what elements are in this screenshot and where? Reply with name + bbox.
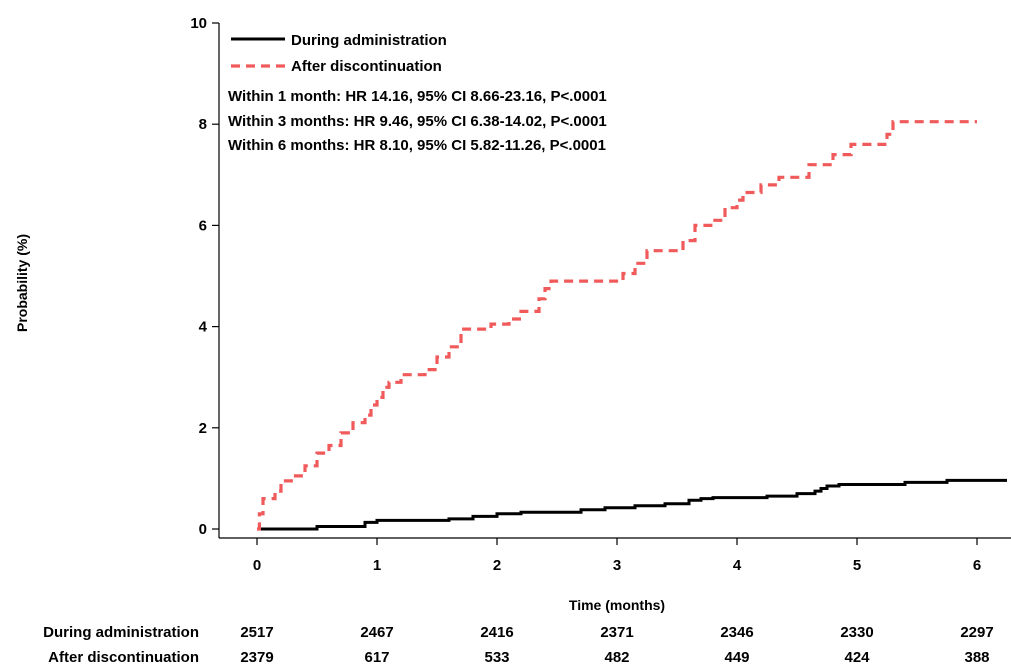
risk-value: 533: [484, 649, 509, 666]
risk-value: 2517: [240, 624, 273, 641]
y-tick-label: 4: [199, 319, 208, 336]
series-layer: [257, 120, 1007, 531]
x-tick-label: 5: [853, 557, 861, 574]
x-tick-label: 6: [973, 557, 981, 574]
x-ticks: 0 1 2 3 4 5 6: [253, 538, 981, 574]
y-tick-label: 0: [199, 521, 207, 538]
axes: 0 2 4 6 8 10 0 1 2 3 4 5 6: [190, 15, 1011, 574]
risk-values: 2517 2467 2416 2371 2346 2330 2297 2379 617 533 48…: [240, 624, 993, 666]
legend-label-after: After discontinuation: [291, 58, 442, 75]
y-tick-label: 8: [199, 116, 207, 133]
x-axis-title: Time (months): [569, 597, 665, 613]
y-tick-label: 2: [199, 420, 207, 437]
risk-value: 482: [604, 649, 629, 666]
risk-value: 617: [364, 649, 389, 666]
x-tick-label: 3: [613, 557, 621, 574]
risk-value: 388: [964, 649, 989, 666]
risk-value: 2416: [480, 624, 513, 641]
risk-value: 449: [724, 649, 749, 666]
annotation-1-month: Within 1 month: HR 14.16, 95% CI 8.66-23…: [228, 88, 607, 105]
risk-value: 2371: [600, 624, 633, 641]
hazard-ratio-annotations: Within 1 month: HR 14.16, 95% CI 8.66-23…: [228, 88, 607, 154]
annotation-3-months: Within 3 months: HR 9.46, 95% CI 6.38-14…: [228, 113, 607, 130]
x-tick-label: 2: [493, 557, 501, 574]
risk-value: 2297: [960, 624, 993, 641]
y-tick-label: 10: [190, 15, 207, 32]
series-line-after-discontinuation: [257, 120, 977, 531]
legend-label-during: During administration: [291, 32, 447, 49]
legend: During administration After discontinuat…: [231, 32, 447, 75]
risk-row-label-during: During administration: [43, 624, 199, 641]
risk-value: 424: [844, 649, 870, 666]
number-at-risk-table: During administration After discontinuat…: [43, 624, 994, 666]
risk-row-label-after: After discontinuation: [48, 649, 199, 666]
x-tick-label: 0: [253, 557, 261, 574]
risk-value: 2467: [360, 624, 393, 641]
risk-value: 2379: [240, 649, 273, 666]
y-tick-label: 6: [199, 217, 207, 234]
y-ticks: 0 2 4 6 8 10: [190, 15, 219, 538]
series-line-during-administration: [257, 478, 1007, 531]
risk-value: 2346: [720, 624, 753, 641]
annotation-6-months: Within 6 months: HR 8.10, 95% CI 5.82-11…: [228, 137, 606, 154]
x-tick-label: 1: [373, 557, 381, 574]
risk-value: 2330: [840, 624, 873, 641]
x-tick-label: 4: [733, 557, 742, 574]
y-axis-title: Probability (%): [14, 234, 30, 332]
